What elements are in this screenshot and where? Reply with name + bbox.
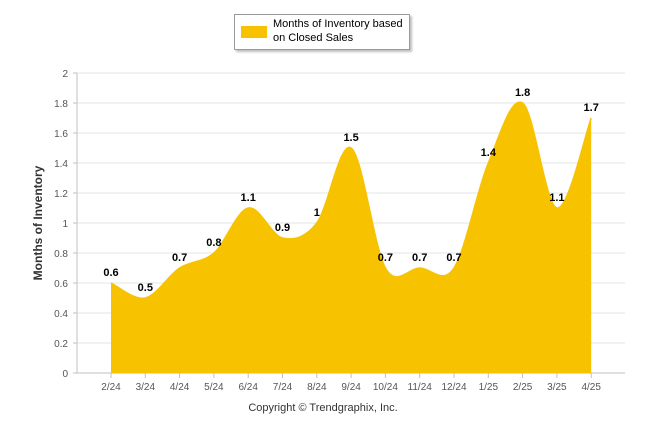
y-tick-label: 0.2: [54, 339, 68, 350]
data-label: 0.7: [446, 252, 461, 264]
x-tick-label: 5/24: [204, 382, 224, 393]
y-tick-label: 0.4: [54, 309, 68, 320]
x-tick-label: 12/24: [441, 382, 466, 393]
x-tick-label: 1/25: [479, 382, 499, 393]
y-axis-title: Months of Inventory: [31, 165, 45, 280]
y-tick-label: 1: [62, 219, 68, 230]
data-label: 0.7: [378, 252, 393, 264]
y-tick-label: 1.8: [54, 99, 68, 110]
area-fill: [111, 102, 592, 373]
x-tick-label: 3/24: [136, 382, 156, 393]
y-tick-label: 1.6: [54, 129, 68, 140]
y-tick-label: 0.8: [54, 249, 68, 260]
data-labels: 0.6 0.5 0.7 0.8 1.1 0.9 1 1.5 0.7 0.7 0.7 1.4 1.8 1.1…: [103, 87, 598, 294]
y-tick-labels: 0 0.2 0.4 0.6 0.8 1 1.2 1.4 1.6 1.8 2: [54, 69, 68, 380]
y-tick-label: 0: [62, 369, 68, 380]
legend-label-line-2: on Closed Sales: [273, 32, 354, 44]
x-tick-label: 2/24: [101, 382, 121, 393]
data-label: 1.4: [481, 147, 497, 159]
area-line: [110, 101, 592, 299]
x-tick-label: 4/24: [170, 382, 190, 393]
data-label: 0.5: [138, 282, 153, 294]
y-tick-label: 2: [62, 69, 68, 80]
legend: Months of Inventory based on Closed Sale…: [234, 14, 410, 50]
data-label: 0.9: [275, 222, 290, 234]
data-label: 1.1: [549, 192, 564, 204]
y-tick-label: 1.2: [54, 189, 68, 200]
data-label: 1.8: [515, 87, 530, 99]
y-tick-label: 1.4: [54, 159, 68, 170]
data-label: 0.6: [103, 267, 118, 279]
x-tick-label: 6/24: [238, 382, 258, 393]
x-tick-label: 7/24: [273, 382, 293, 393]
data-label: 1.5: [343, 132, 358, 144]
x-tick-labels: 2/24 3/24 4/24 5/24 6/24 7/24 8/24 9/24 10/24 11/…: [101, 382, 601, 393]
legend-label-line-1: Months of Inventory based: [273, 18, 403, 30]
x-tick-label: 4/25: [581, 382, 601, 393]
x-tick-label: 9/24: [341, 382, 361, 393]
x-tick-label: 8/24: [307, 382, 327, 393]
x-tick-label: 2/25: [513, 382, 533, 393]
area-series: [110, 101, 592, 373]
data-label: 0.7: [412, 252, 427, 264]
x-tick-label: 3/25: [547, 382, 567, 393]
copyright-footer: Copyright © Trendgraphix, Inc.: [248, 402, 398, 414]
x-tick-label: 10/24: [373, 382, 398, 393]
data-label: 1.1: [241, 192, 256, 204]
x-tick-label: 11/24: [408, 382, 433, 393]
data-label: 1.7: [584, 102, 599, 114]
y-tick-label: 0.6: [54, 279, 68, 290]
data-label: 0.7: [172, 252, 187, 264]
data-label: 0.8: [206, 237, 221, 249]
data-label: 1: [314, 207, 320, 219]
legend-label: Months of Inventory based on Closed Sale…: [273, 17, 409, 45]
legend-swatch: [241, 26, 267, 38]
